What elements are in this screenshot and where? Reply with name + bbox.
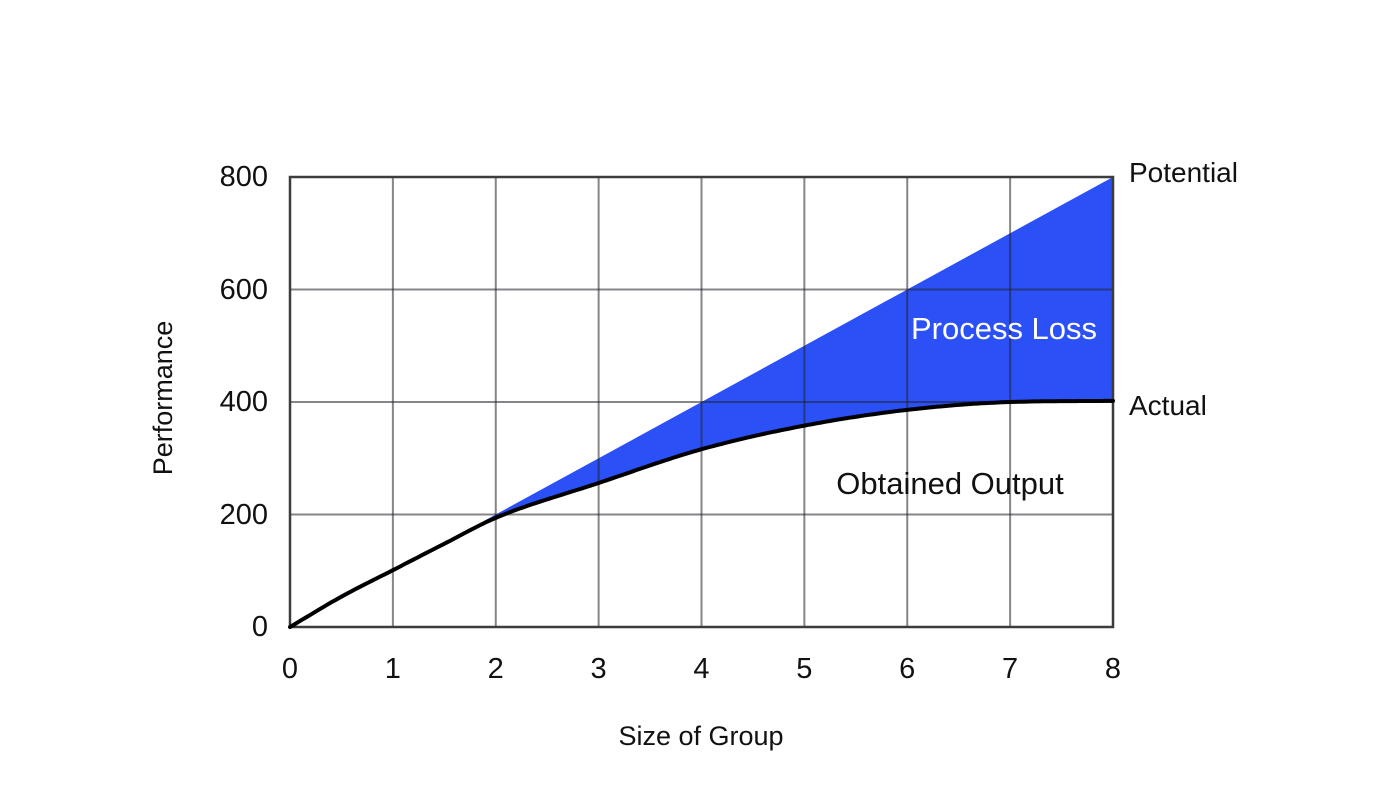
y-axis-title: Performance	[148, 320, 178, 476]
x-tick-label: 4	[693, 653, 710, 685]
x-axis-title: Size of Group	[618, 721, 784, 751]
obtained-output-label: Obtained Output	[836, 466, 1064, 501]
y-tick-label: 0	[251, 611, 268, 643]
actual-curve	[288, 398, 1115, 629]
x-tick-label: 8	[1104, 653, 1122, 685]
x-tick-label: 6	[899, 653, 916, 685]
x-tick-label: 5	[796, 653, 813, 685]
x-tick-label: 2	[487, 653, 504, 685]
y-tick-label: 400	[219, 386, 268, 418]
process-loss-label: Process Loss	[910, 311, 1098, 346]
x-tick-label: 0	[281, 653, 299, 685]
y-tick-label: 200	[219, 498, 268, 531]
x-tick-label: 7	[1002, 653, 1019, 685]
y-tick-label: 800	[219, 161, 268, 193]
x-tick-label: 1	[384, 653, 401, 685]
actual-series-label: Actual	[1129, 390, 1207, 421]
potential-series-label: Potential	[1129, 157, 1238, 188]
y-tick-label: 600	[219, 273, 268, 306]
x-tick-label: 3	[590, 653, 607, 685]
